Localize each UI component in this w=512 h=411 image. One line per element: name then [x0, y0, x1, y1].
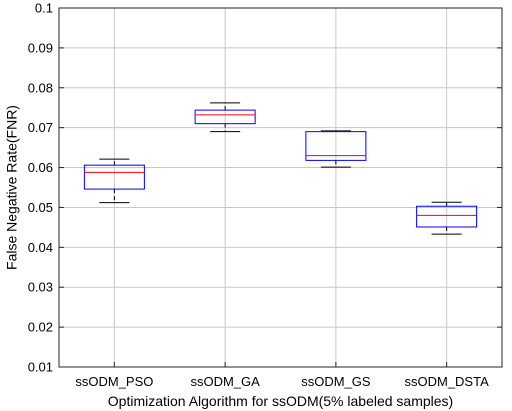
y-tick-label: 0.09 — [28, 40, 53, 55]
y-tick-label: 0.04 — [28, 240, 53, 255]
box-ssODM_DSTA — [416, 201, 478, 235]
box-ssODM_GS — [305, 130, 367, 168]
y-tick-label: 0.05 — [28, 200, 53, 215]
box-ssODM_GA — [194, 102, 256, 133]
y-tick-label: 0.07 — [28, 120, 53, 135]
grid-lines — [59, 7, 502, 368]
interquartile-box — [83, 164, 145, 190]
y-axis-label: False Negative Rate(FNR) — [4, 105, 20, 270]
boxes — [83, 102, 478, 235]
x-axis-ticks: ssODM_PSO ssODM_GA ssODM_GS ssODM_DSTA — [75, 362, 489, 389]
y-tick-label: 0.02 — [28, 320, 53, 335]
x-tick-label: ssODM_PSO — [75, 374, 153, 389]
box-ssODM_PSO — [83, 158, 145, 204]
x-tick-label: ssODM_GS — [301, 374, 371, 389]
plot-area — [58, 7, 503, 368]
y-tick-label: 0.06 — [28, 160, 53, 175]
y-axis-ticks: 0.01 0.02 0.03 0.04 0.05 0.06 0.07 0.08 0.09 0.1 — [28, 1, 502, 375]
y-tick-label: 0.01 — [28, 360, 53, 375]
x-axis-label: Optimization Algorithm for ssODM(5% labe… — [108, 393, 453, 409]
y-tick-label: 0.08 — [28, 80, 53, 95]
interquartile-box — [305, 131, 367, 161]
y-tick-label: 0.03 — [28, 280, 53, 295]
x-tick-label: ssODM_DSTA — [404, 374, 489, 389]
y-tick-label: 0.1 — [35, 1, 53, 16]
interquartile-box — [194, 109, 256, 125]
x-tick-label: ssODM_GA — [190, 374, 260, 389]
interquartile-box — [416, 205, 478, 228]
